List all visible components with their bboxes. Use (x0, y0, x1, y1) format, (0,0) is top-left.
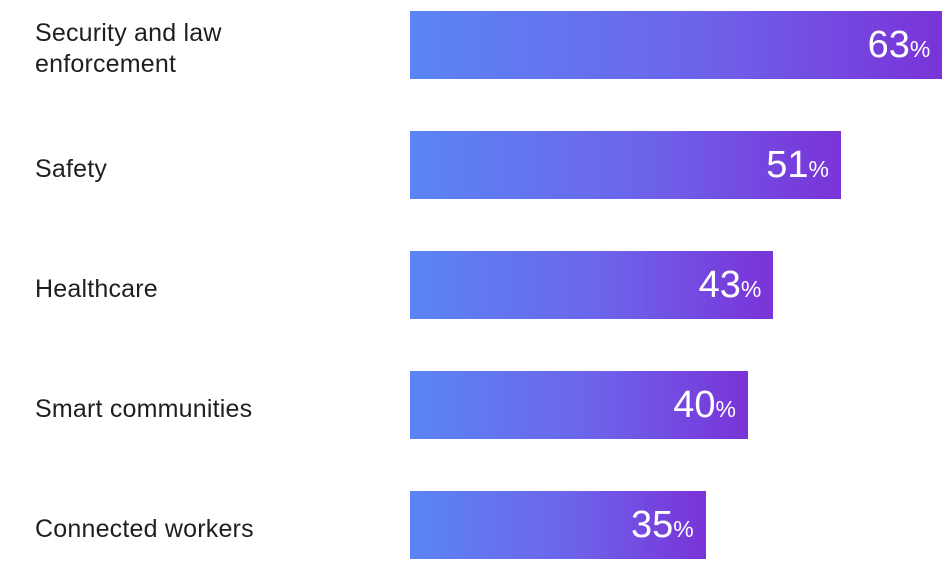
bar: 35% (410, 491, 706, 559)
data-label-value: 51 (766, 144, 809, 186)
category-label: Connected workers (35, 514, 375, 545)
data-label-unit: % (808, 156, 829, 182)
data-label-value: 35 (631, 504, 674, 546)
data-label-value: 40 (673, 384, 716, 426)
bar: 63% (410, 11, 943, 79)
category-label-line: Healthcare (35, 274, 158, 303)
category-label-line: Security and law (35, 19, 222, 47)
category-label-line: Smart communities (35, 394, 253, 423)
data-label: 40% (673, 371, 736, 439)
data-label-unit: % (740, 276, 762, 302)
data-label: 51% (766, 131, 829, 199)
data-label-value: 43 (698, 264, 741, 306)
category-label-line: enforcement (35, 50, 177, 78)
bar: 51% (410, 131, 841, 199)
data-label-unit: % (715, 396, 736, 422)
bar: 43% (410, 251, 774, 319)
category-label-line: Connected workers (35, 514, 254, 543)
category-label: Safety (35, 154, 375, 185)
category-label: Security and law enforcement (35, 18, 375, 80)
horizontal-bar-chart: Security and law enforcement 63% Safety 51% H… (35, 11, 943, 559)
category-label: Smart communities (35, 394, 375, 425)
data-label-value: 63 (867, 24, 910, 66)
data-label: 43% (699, 251, 762, 319)
data-label: 35% (631, 491, 694, 559)
category-label: Healthcare (35, 274, 375, 305)
category-label-line: Safety (35, 154, 108, 183)
data-label: 63% (868, 11, 931, 79)
data-label-unit: % (673, 516, 694, 542)
bar: 40% (410, 371, 748, 439)
data-label-unit: % (909, 36, 931, 62)
